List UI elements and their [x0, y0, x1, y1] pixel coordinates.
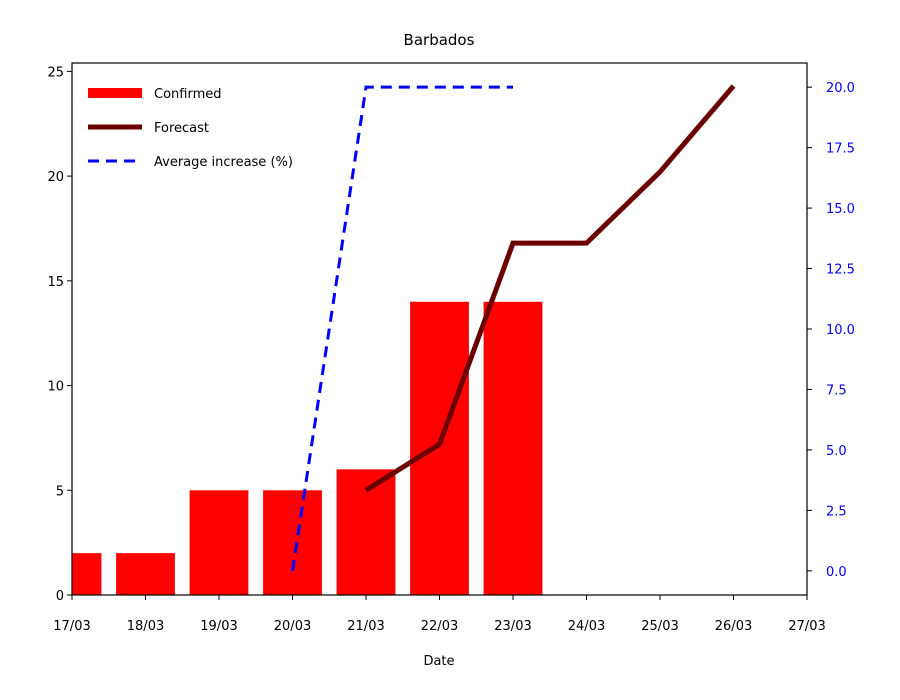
x-tick-label: 18/03	[127, 619, 164, 634]
right-tick-label: 20.0	[826, 81, 855, 96]
x-tick-label: 23/03	[494, 619, 531, 634]
series-line-2	[291, 85, 513, 572]
legend: Confirmed Forecast Average increase (%)	[88, 87, 293, 170]
bar-23-03	[483, 301, 543, 595]
right-tick-label: 15.0	[826, 202, 855, 217]
bar-17-03	[72, 553, 102, 595]
legend-label: Average increase (%)	[154, 155, 293, 170]
x-tick-label: 21/03	[347, 619, 384, 634]
legend-swatch-bar	[88, 88, 142, 98]
series-line-1	[364, 84, 736, 493]
right-tick-label: 10.0	[826, 323, 855, 338]
bar-18-03	[116, 553, 175, 595]
left-tick-label: 5	[56, 484, 64, 499]
right-tick-label: 17.5	[826, 142, 855, 157]
right-axis: 0.0 2.5 5.0 7.5 10.0 12.5 15.0 17.5 20.0	[807, 81, 855, 580]
right-tick-label: 7.5	[826, 383, 847, 398]
x-tick-label: 26/03	[715, 619, 752, 634]
legend-label: Confirmed	[154, 87, 222, 102]
x-tick-label: 22/03	[421, 619, 458, 634]
x-axis: 17/03 18/03 19/03 20/03 21/03 22/03 23/03 24/03…	[53, 595, 826, 634]
left-tick-label: 10	[47, 380, 64, 395]
right-tick-label: 0.0	[826, 565, 847, 580]
left-tick-label: 15	[47, 275, 64, 290]
x-tick-label: 24/03	[568, 619, 605, 634]
lines-layer	[291, 84, 736, 572]
legend-label: Forecast	[154, 121, 209, 136]
bar-19-03	[189, 490, 249, 595]
x-tick-label: 17/03	[53, 619, 90, 634]
bar-22-03	[410, 301, 469, 595]
bar-20-03	[263, 490, 322, 595]
x-axis-label: Date	[423, 654, 454, 669]
left-axis: 0 5 10 15 20 25	[47, 65, 72, 604]
left-tick-label: 20	[47, 170, 64, 185]
right-tick-label: 5.0	[826, 444, 847, 459]
left-tick-label: 25	[47, 65, 64, 80]
right-tick-label: 12.5	[826, 263, 855, 278]
x-tick-label: 25/03	[641, 619, 678, 634]
bars-layer	[72, 301, 543, 595]
left-tick-label: 0	[56, 589, 64, 604]
x-tick-label: 20/03	[274, 619, 311, 634]
right-tick-label: 2.5	[826, 504, 847, 519]
x-tick-label: 27/03	[788, 619, 825, 634]
chart-title: Barbados	[404, 31, 475, 49]
x-tick-label: 19/03	[200, 619, 237, 634]
